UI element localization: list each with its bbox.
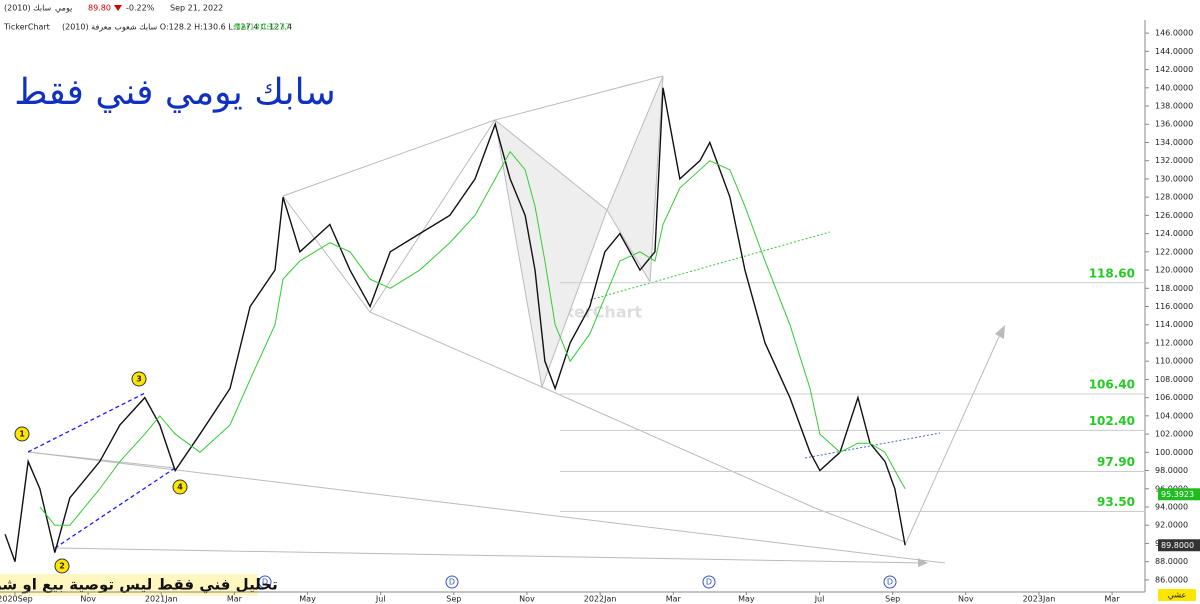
level-label: 93.50 <box>1097 495 1135 509</box>
y-tick-label: 104.0000 <box>1155 411 1193 420</box>
event-label: D <box>449 578 455 587</box>
channel <box>27 392 176 549</box>
down-arrow <box>114 5 122 11</box>
y-tick-label: 134.0000 <box>1155 138 1193 147</box>
y-tick-label: 132.0000 <box>1155 156 1193 165</box>
y-tick-label: 88.0000 <box>1155 557 1188 566</box>
price-line <box>4 87 906 562</box>
level-label: 102.40 <box>1089 414 1135 428</box>
y-tick-label: 92.0000 <box>1155 521 1188 530</box>
y-tick-label: 118.0000 <box>1155 284 1193 293</box>
caption-bg <box>0 574 258 596</box>
y-tick-label: 144.0000 <box>1155 47 1193 56</box>
title: سابك يومي فني فقط <box>14 72 335 113</box>
trend-line <box>589 231 831 301</box>
y-tick-label: 140.0000 <box>1155 83 1193 92</box>
level-label: 97.90 <box>1097 455 1135 469</box>
event-label: D <box>706 578 712 587</box>
price-tag <box>1158 539 1200 552</box>
y-tick-label: 136.0000 <box>1155 120 1193 129</box>
y-tick-label: 112.0000 <box>1155 338 1193 347</box>
y-tick-label: 110.0000 <box>1155 357 1193 366</box>
x-tick-label: 2023Jan <box>1023 595 1056 604</box>
x-tick-label: 2021Jan <box>145 595 178 604</box>
y-tick-label: 120.0000 <box>1155 266 1193 275</box>
corner-label: عشي <box>1168 591 1187 600</box>
y-tick-label: 122.0000 <box>1155 247 1193 256</box>
x-tick-label: 2022Jan <box>584 595 617 604</box>
x-tick-label: Mar <box>666 595 682 604</box>
price-tag-label: 95.3923 <box>1161 490 1194 499</box>
y-tick-label: 130.0000 <box>1155 174 1193 183</box>
price-tag <box>1158 488 1200 501</box>
y-tick-label: 102.0000 <box>1155 430 1193 439</box>
x-tick-label: Nov <box>958 595 974 604</box>
ma-value: 132.37 <box>262 23 290 32</box>
header-date: Sep 21, 2022 <box>170 4 223 13</box>
y-tick-label: 128.0000 <box>1155 193 1193 202</box>
header-period: يومي <box>55 4 72 13</box>
y-tick-label: 146.0000 <box>1155 29 1193 38</box>
marker-label: 3 <box>136 375 142 384</box>
corner-bg <box>1158 589 1196 601</box>
y-tick-label: 94.0000 <box>1155 502 1188 511</box>
pattern-lines <box>27 75 1003 564</box>
y-tick-label: 106.0000 <box>1155 393 1193 402</box>
arrow-head <box>918 558 928 567</box>
marker-label: 4 <box>177 483 183 492</box>
event-label: D <box>262 578 268 587</box>
x-tick-label: May <box>738 595 755 604</box>
y-tick-label: 116.0000 <box>1155 302 1193 311</box>
caption: تحليل فني فقط ليس توصية بيع او شراء <box>0 576 278 594</box>
arrow-head <box>995 325 1005 339</box>
y-tick-label: 98.0000 <box>1155 466 1188 475</box>
sub-ohlc: سابك شعوب معرفة (2010) O:128.2 H:130.6 L… <box>62 23 292 32</box>
level-label: 118.60 <box>1089 266 1135 280</box>
ma-label: MA(13) <box>234 23 263 32</box>
y-tick-label: 100.0000 <box>1155 448 1193 457</box>
y-tick-label: 138.0000 <box>1155 102 1193 111</box>
marker-label: 2 <box>59 562 65 571</box>
y-tick-label: 108.0000 <box>1155 375 1193 384</box>
x-tick-label: Sep <box>885 595 900 604</box>
y-tick-label: 126.0000 <box>1155 211 1193 220</box>
markers: 1 2 3 4 <box>14 371 188 574</box>
header-change: -0.22% <box>126 4 155 13</box>
level-label: 106.40 <box>1089 377 1135 391</box>
event-label: D <box>887 578 893 587</box>
header-price: 89.80 <box>88 4 111 13</box>
x-tick-label: Jul <box>814 595 825 604</box>
price-tag-label: 89.8000 <box>1161 541 1194 550</box>
x-tick-label: May <box>299 595 316 604</box>
x-tick-label: Jul <box>375 595 386 604</box>
header-symbol: سابك (2010) <box>4 4 52 13</box>
y-tick-label: 114.0000 <box>1155 320 1193 329</box>
price-line <box>39 150 906 526</box>
sub-brand: TickerChart <box>3 23 50 32</box>
x-tick-label: Nov <box>519 595 535 604</box>
y-tick-label: 142.0000 <box>1155 65 1193 74</box>
marker-label: 1 <box>19 430 25 439</box>
x-tick-label: Sep <box>446 595 461 604</box>
x-tick-label: Mar <box>1105 595 1121 604</box>
x-tick-label: Nov <box>80 595 96 604</box>
x-tick-label: 2020Sep <box>0 595 33 604</box>
y-tick-label: 86.0000 <box>1155 575 1188 584</box>
x-tick-label: Mar <box>227 595 243 604</box>
events: D D D D <box>258 575 897 589</box>
y-tick-label: 124.0000 <box>1155 229 1193 238</box>
